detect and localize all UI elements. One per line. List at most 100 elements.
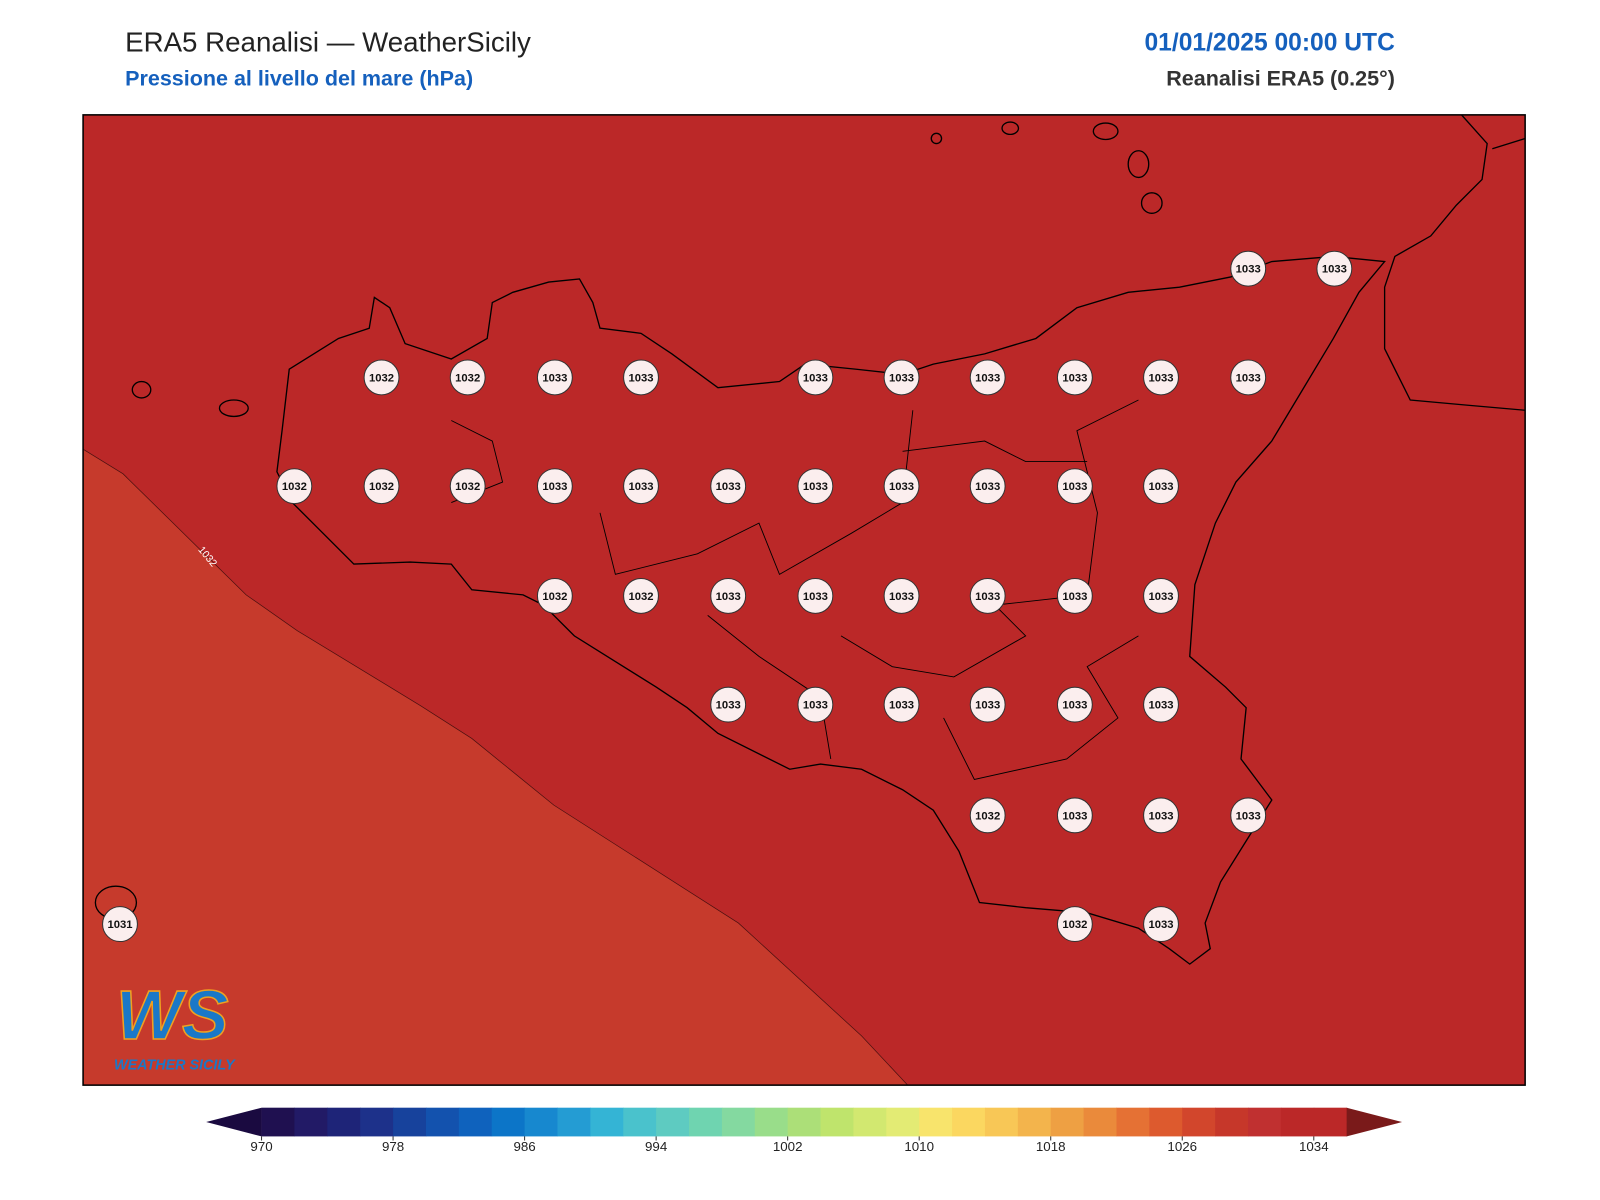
station-value: 1033	[975, 481, 1000, 493]
station-marker	[449, 468, 486, 505]
map-frame	[82, 114, 1526, 1086]
station: 1033	[536, 359, 573, 396]
station-marker	[623, 359, 659, 396]
station-value: 1032	[628, 591, 653, 603]
station-marker	[102, 906, 138, 943]
island	[1127, 150, 1150, 179]
station-value: 1033	[1148, 810, 1173, 822]
colorbar-bin	[557, 1107, 591, 1137]
station-marker	[536, 468, 573, 505]
colorbar-bin	[1050, 1107, 1085, 1137]
station-marker	[1056, 468, 1093, 505]
station-marker	[1230, 250, 1267, 287]
station-marker	[1056, 686, 1093, 723]
colorbar-tick-label: 1026	[1167, 1139, 1197, 1154]
colorbar-bin	[623, 1107, 657, 1137]
colorbar-bin	[656, 1107, 690, 1137]
colorbar-bin	[1313, 1107, 1348, 1137]
station-value: 1033	[1062, 810, 1087, 822]
station-marker	[883, 468, 920, 505]
logo: WS	[116, 976, 228, 1054]
station: 1033	[797, 686, 834, 723]
station-value: 1031	[107, 919, 132, 931]
station: 1033	[883, 577, 920, 614]
station: 1033	[883, 468, 920, 505]
station-value: 1033	[1148, 372, 1173, 384]
subtitle: Pressione al livello del mare (hPa)	[125, 67, 473, 91]
station: 1033	[1316, 250, 1353, 287]
colorbar-tick-label: 1002	[773, 1139, 803, 1154]
colorbar-bin	[820, 1107, 854, 1137]
station-marker	[536, 577, 573, 614]
station-marker	[276, 468, 313, 505]
island	[218, 399, 249, 418]
station: 1033	[969, 468, 1006, 505]
colorbar-bin	[524, 1107, 558, 1137]
colorbar-bin	[1182, 1107, 1216, 1137]
station-marker	[1230, 797, 1267, 834]
colorbar-bin	[721, 1107, 756, 1137]
station: 1032	[363, 468, 400, 505]
station: 1033	[797, 577, 834, 614]
station-marker	[969, 797, 1006, 834]
station-marker	[969, 359, 1006, 396]
station-value: 1033	[803, 591, 828, 603]
colorbar-tick-label: 986	[513, 1139, 535, 1154]
colorbar-bin	[491, 1107, 526, 1137]
station-marker	[1143, 797, 1179, 834]
stations: 1033 1033 1032 1032 1033 1033 1033 1033 1033 1033…	[102, 250, 1353, 943]
station-marker	[623, 468, 659, 505]
station: 1033	[1143, 686, 1179, 723]
station-marker	[969, 686, 1006, 723]
colorbar-bin	[787, 1107, 822, 1137]
colorbar-bin	[952, 1107, 986, 1137]
colorbar-tick-label: 1018	[1036, 1139, 1066, 1154]
station-value: 1033	[716, 481, 741, 493]
station: 1033	[1143, 468, 1179, 505]
station-marker	[710, 577, 747, 614]
station-value: 1032	[369, 481, 394, 493]
station-value: 1033	[1062, 481, 1087, 493]
station: 1033	[883, 686, 920, 723]
colorbar-bin	[393, 1107, 427, 1137]
station-marker	[1143, 906, 1179, 943]
colorbar-bin	[458, 1107, 493, 1137]
station-value: 1033	[1062, 700, 1087, 712]
colorbar-bin	[1083, 1107, 1118, 1137]
calabria-coast	[1492, 137, 1526, 150]
station-marker	[363, 359, 400, 396]
colorbar-bin	[360, 1107, 394, 1137]
logo-text: WEATHER SICILY	[114, 1057, 236, 1073]
station: 1033	[536, 468, 573, 505]
colorbar-bin	[1280, 1107, 1315, 1137]
station-marker	[1056, 577, 1093, 614]
station: 1033	[1056, 359, 1093, 396]
colorbar-bin	[1116, 1107, 1150, 1137]
station: 1033	[969, 577, 1006, 614]
station-value: 1033	[1148, 919, 1173, 931]
colorbar-bin	[689, 1107, 723, 1137]
colorbar: 970 978 986 994 1002 1010 1018 1026 1034	[206, 1107, 1403, 1154]
station-value: 1033	[1148, 700, 1173, 712]
station-value: 1033	[628, 372, 653, 384]
station-value: 1033	[542, 372, 567, 384]
title: ERA5 Reanalisi — WeatherSicily	[125, 26, 531, 57]
station-value: 1032	[542, 591, 567, 603]
station: 1033	[969, 359, 1006, 396]
station-value: 1033	[1236, 372, 1261, 384]
station-value: 1033	[1148, 481, 1173, 493]
station-value: 1033	[889, 591, 914, 603]
station: 1032	[536, 577, 573, 614]
station-marker	[883, 359, 920, 396]
colorbar-bin	[1017, 1107, 1052, 1137]
island	[131, 380, 152, 399]
station-value: 1033	[975, 372, 1000, 384]
colorbar-tick-label: 1034	[1299, 1139, 1329, 1154]
station: 1033	[1230, 250, 1267, 287]
station: 1033	[1143, 577, 1179, 614]
station: 1032	[363, 359, 400, 396]
colorbar-bin	[294, 1107, 328, 1137]
station-value: 1033	[975, 700, 1000, 712]
station-marker	[883, 686, 920, 723]
